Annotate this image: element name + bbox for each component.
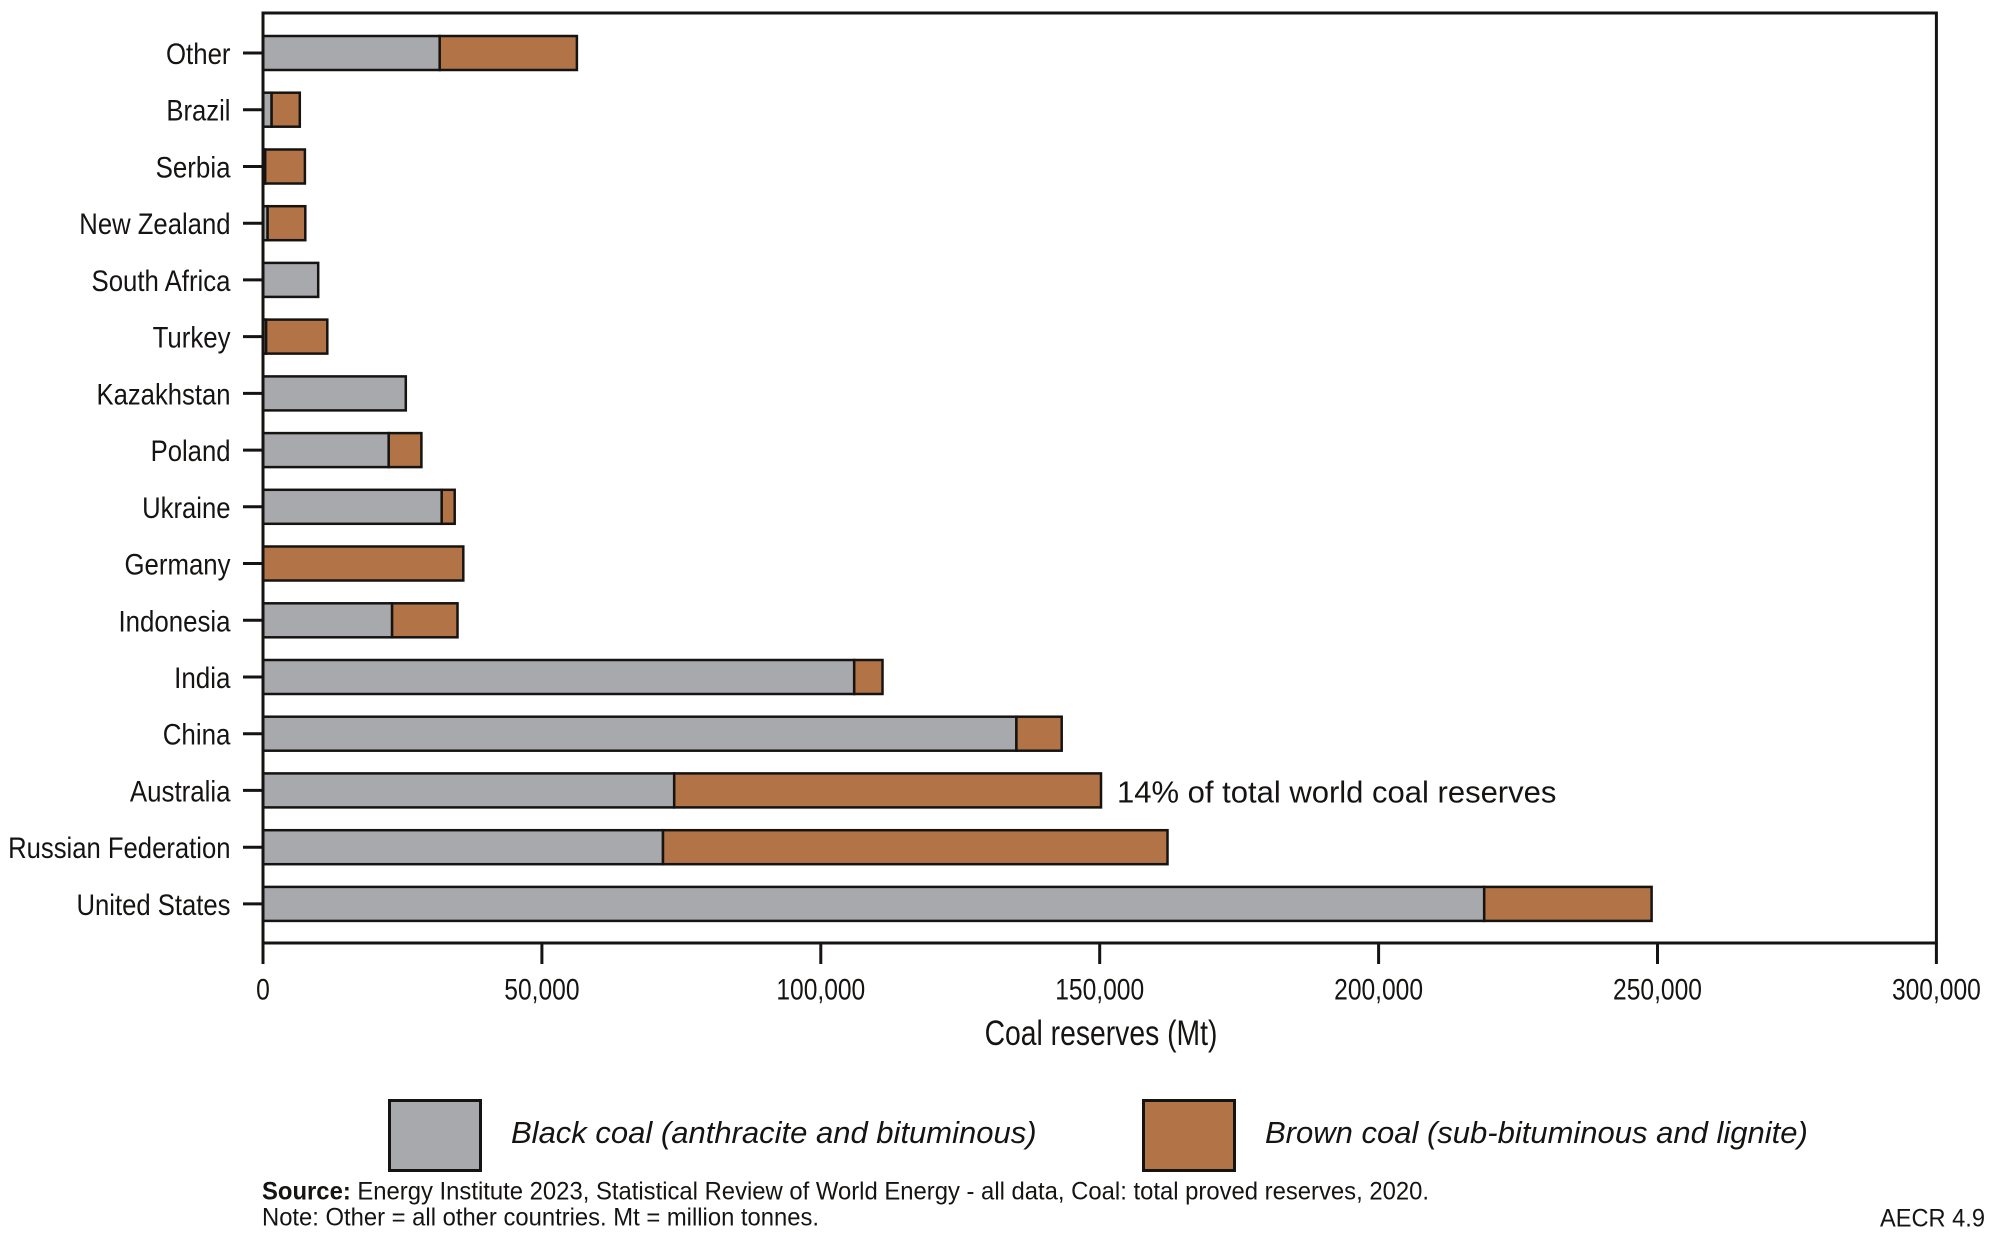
svg-text:Serbia: Serbia bbox=[156, 152, 231, 185]
svg-text:AECR 4.9: AECR 4.9 bbox=[1880, 1205, 1985, 1233]
svg-text:South Africa: South Africa bbox=[92, 265, 231, 298]
svg-text:Black coal (anthracite and bit: Black coal (anthracite and bituminous) bbox=[511, 1115, 1037, 1150]
svg-text:Other: Other bbox=[166, 38, 231, 71]
svg-text:200,000: 200,000 bbox=[1334, 974, 1423, 1007]
svg-text:50,000: 50,000 bbox=[504, 974, 579, 1007]
svg-text:0: 0 bbox=[256, 974, 270, 1007]
svg-text:150,000: 150,000 bbox=[1055, 974, 1144, 1007]
svg-text:Turkey: Turkey bbox=[153, 322, 231, 355]
svg-text:Australia: Australia bbox=[130, 775, 231, 808]
svg-text:New Zealand: New Zealand bbox=[79, 208, 230, 241]
svg-text:Kazakhstan: Kazakhstan bbox=[97, 378, 231, 411]
svg-text:Source: Energy Institute 2023,: Source: Energy Institute 2023, Statistic… bbox=[262, 1178, 1429, 1206]
svg-text:India: India bbox=[174, 662, 231, 695]
svg-text:Note: Other = all other countr: Note: Other = all other countries. Mt = … bbox=[262, 1204, 819, 1232]
svg-text:Ukraine: Ukraine bbox=[142, 492, 230, 525]
svg-text:14% of total world coal reserv: 14% of total world coal reserves bbox=[1117, 775, 1556, 810]
svg-text:Indonesia: Indonesia bbox=[119, 605, 231, 638]
svg-text:United States: United States bbox=[77, 889, 231, 922]
svg-text:Russian Federation: Russian Federation bbox=[8, 832, 230, 865]
svg-text:Coal reserves (Mt): Coal reserves (Mt) bbox=[985, 1014, 1218, 1053]
svg-text:Poland: Poland bbox=[151, 435, 231, 468]
svg-text:100,000: 100,000 bbox=[776, 974, 865, 1007]
svg-text:China: China bbox=[163, 719, 231, 752]
svg-text:Brown coal (sub-bituminous and: Brown coal (sub-bituminous and lignite) bbox=[1265, 1115, 1808, 1150]
svg-text:Germany: Germany bbox=[125, 549, 231, 582]
svg-text:300,000: 300,000 bbox=[1892, 974, 1981, 1007]
svg-text:250,000: 250,000 bbox=[1613, 974, 1702, 1007]
svg-text:Brazil: Brazil bbox=[166, 95, 230, 128]
